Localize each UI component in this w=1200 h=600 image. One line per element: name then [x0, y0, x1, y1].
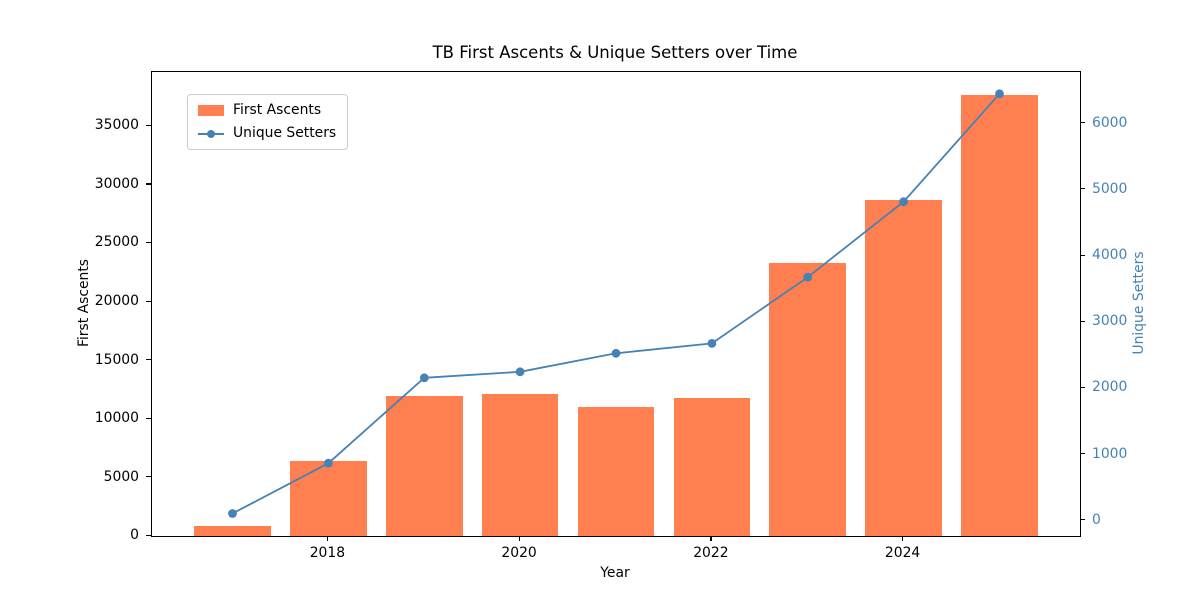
y-tick-label-left: 35000: [94, 117, 139, 134]
legend-label: Unique Setters: [233, 125, 337, 141]
bar-swatch-icon: [198, 105, 224, 116]
y-tick-label-right: 3000: [1092, 313, 1128, 330]
line-point-2025: [995, 89, 1004, 99]
x-axis-label: Year: [600, 565, 630, 581]
legend-item-unique-setters: Unique Setters: [198, 126, 336, 141]
bar-2025: [961, 95, 1038, 536]
unique-setters-line: [228, 89, 1004, 518]
bar-2019: [385, 396, 463, 536]
y-tick-label-right: 6000: [1092, 114, 1128, 131]
y-tick-label-left: 20000: [94, 293, 139, 309]
y-tick-mark-left: [146, 359, 151, 361]
line-point-2017: [228, 509, 237, 518]
line-point-2019: [419, 373, 429, 383]
line-point-2018: [324, 458, 333, 468]
y-tick-mark-left: [146, 124, 151, 127]
y-tick-label-left: 5000: [103, 468, 139, 485]
y-tick-mark-right: [1080, 386, 1085, 389]
legend: First Ascents Unique Setters: [187, 94, 349, 150]
line-point-2022: [707, 339, 717, 348]
bar-2018: [290, 461, 367, 536]
bar-2024: [865, 200, 942, 536]
legend-label: First Ascents: [233, 102, 322, 118]
x-tick-mark: [518, 536, 520, 541]
bar-2020: [481, 394, 559, 536]
plot-area: First Ascents Unique Setters: [151, 71, 1081, 537]
y-tick-label-right: 2000: [1092, 379, 1128, 396]
x-tick-label: 2020: [501, 545, 537, 561]
y-tick-label-right: 1000: [1092, 445, 1128, 462]
y-tick-label-left: 25000: [94, 234, 139, 251]
y-tick-mark-left: [146, 476, 151, 478]
y-tick-mark-right: [1080, 122, 1085, 124]
y-tick-mark-left: [146, 300, 151, 302]
line-marker-swatch-icon: [198, 128, 224, 139]
chart-title: TB First Ascents & Unique Setters over T…: [432, 43, 798, 62]
x-tick-mark: [326, 536, 329, 541]
y-tick-mark-right: [1080, 453, 1085, 455]
y-tick-label-right: 4000: [1092, 247, 1128, 263]
y-axis-label-right: Unique Setters: [1131, 251, 1147, 355]
bar-2017: [194, 525, 271, 536]
y-tick-label-left: 10000: [94, 410, 139, 426]
legend-item-first-ascents: First Ascents: [198, 103, 336, 118]
y-tick-label-left: 30000: [94, 175, 139, 192]
y-tick-mark-right: [1080, 188, 1085, 190]
bar-2021: [577, 407, 655, 536]
x-tick-label: 2022: [693, 545, 729, 561]
y-tick-mark-left: [146, 417, 151, 419]
x-tick-mark: [710, 536, 712, 541]
y-tick-label-right: 0: [1092, 511, 1101, 528]
y-tick-mark-left: [146, 241, 151, 244]
y-tick-mark-right: [1080, 519, 1085, 521]
line-point-2020: [515, 367, 525, 377]
y-tick-mark-left: [146, 534, 151, 536]
line-point-2021: [611, 348, 621, 358]
y-tick-label-left: 0: [130, 527, 139, 543]
y-tick-mark-right: [1080, 320, 1085, 322]
line-point-2024: [899, 197, 908, 207]
y-tick-label-left: 15000: [94, 351, 139, 368]
x-tick-label: 2018: [309, 545, 346, 561]
y-tick-mark-right: [1080, 254, 1085, 256]
bar-2022: [673, 397, 751, 536]
bar-2023: [769, 263, 847, 536]
line-point-2023: [803, 272, 813, 282]
x-tick-mark: [902, 536, 904, 541]
x-tick-label: 2024: [884, 545, 921, 561]
y-tick-mark-left: [146, 183, 151, 185]
y-tick-label-right: 5000: [1092, 180, 1128, 197]
